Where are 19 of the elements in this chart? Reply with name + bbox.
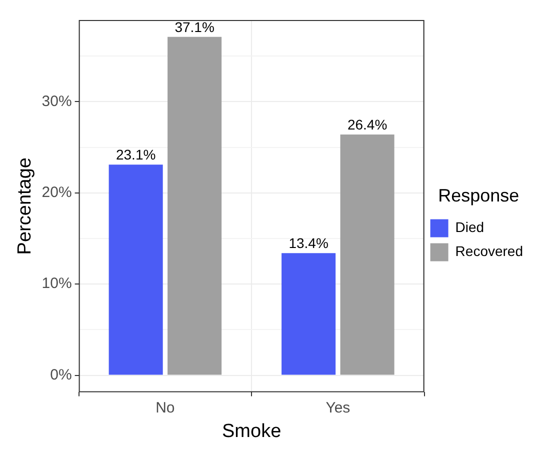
y-axis-title: Percentage xyxy=(14,158,36,255)
y-tick-label: 10% xyxy=(42,275,72,292)
bar xyxy=(340,134,394,375)
y-tick-label: 0% xyxy=(50,366,72,384)
y-tick-label: 20% xyxy=(42,184,72,202)
bar xyxy=(282,253,336,375)
x-tick-label: Yes xyxy=(326,399,350,416)
bar xyxy=(168,36,222,375)
y-tick-label: 30% xyxy=(42,92,72,110)
data-label: 23.1% xyxy=(116,146,156,162)
legend-label: Died xyxy=(455,219,484,236)
data-label: 13.4% xyxy=(288,234,328,251)
legend-title: Response xyxy=(438,186,520,206)
x-tick-label: No xyxy=(156,399,175,416)
x-axis-title: Smoke xyxy=(222,420,282,442)
legend-label: Recovered xyxy=(455,243,523,260)
bar xyxy=(108,164,163,375)
data-label: 26.4% xyxy=(347,116,388,132)
data-label: 37.1% xyxy=(174,18,214,35)
